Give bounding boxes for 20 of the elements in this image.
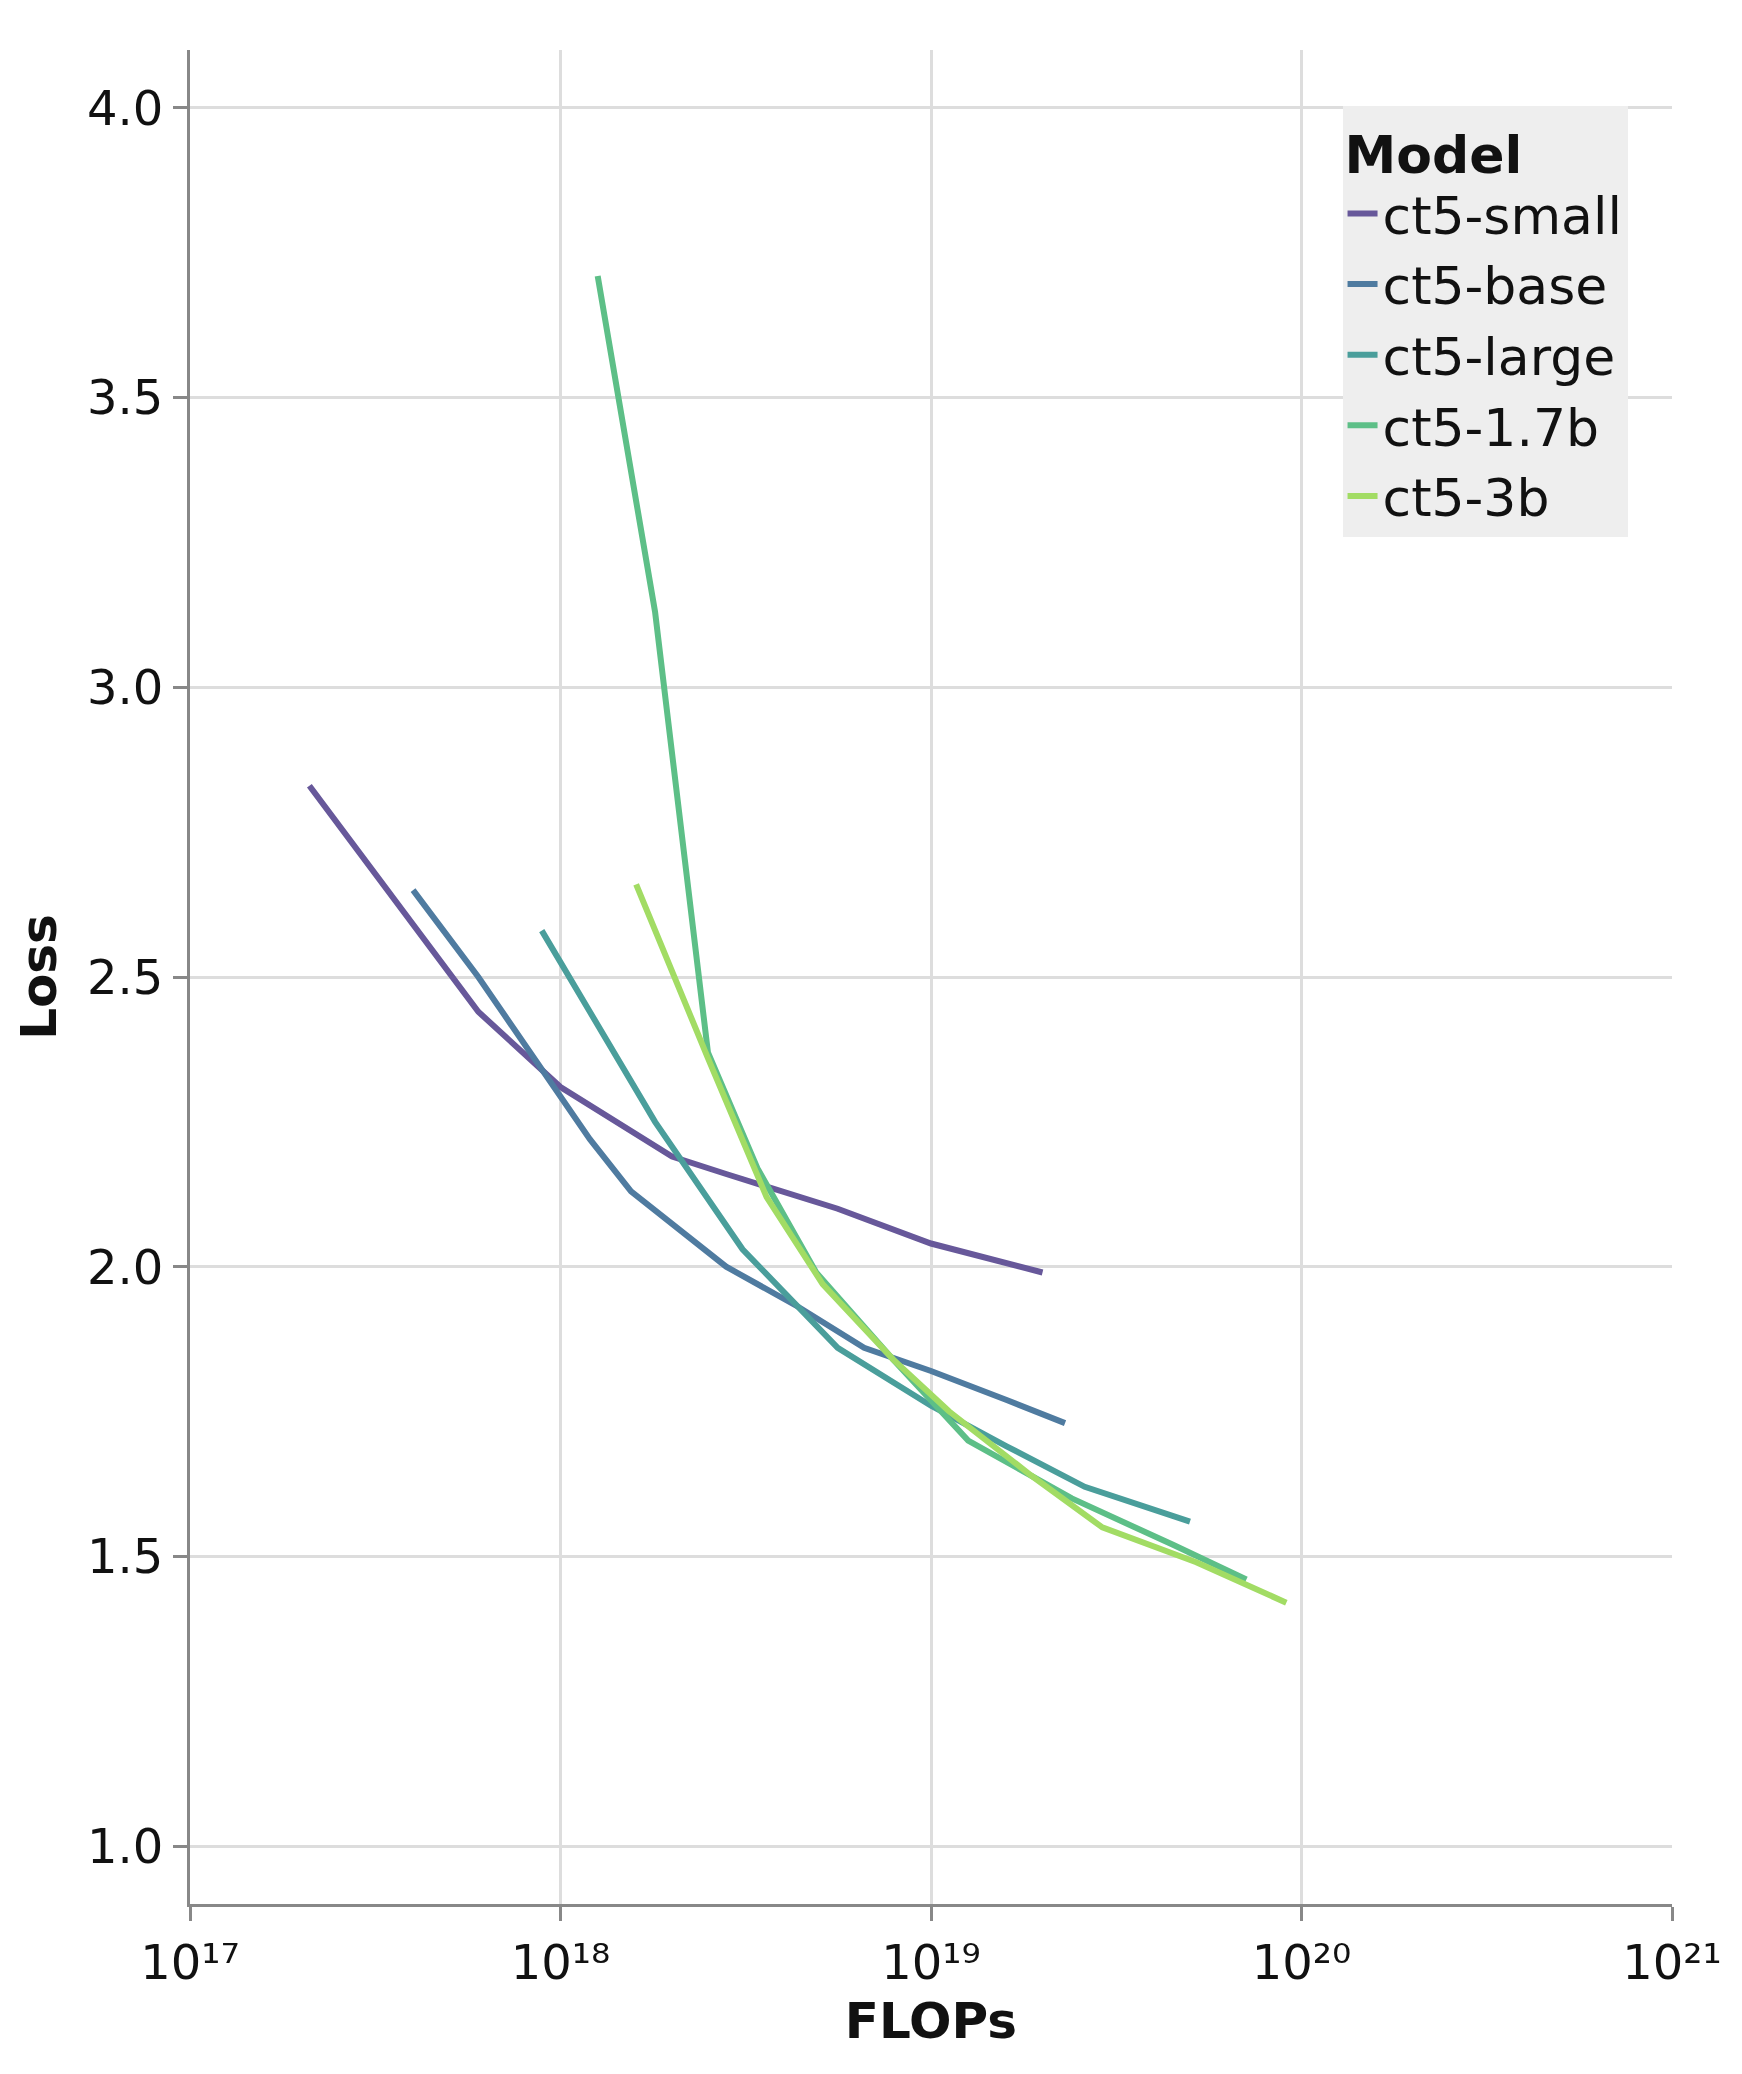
y-tick-label: 1.5 — [87, 1528, 164, 1585]
y-tick-label: 3.0 — [87, 659, 164, 716]
x-tick-label: 10²⁰ — [1251, 1933, 1352, 1990]
legend-label: ct5-large — [1382, 327, 1616, 387]
y-tick-label: 4.0 — [87, 79, 164, 136]
x-tick-label: 10¹⁷ — [140, 1933, 240, 1990]
x-axis-title: FLOPs — [844, 1992, 1018, 2051]
y-axis-title: Loss — [10, 914, 69, 1040]
y-tick-label: 3.5 — [87, 369, 164, 426]
legend-label: ct5-small — [1382, 185, 1622, 246]
x-tick-label: 10¹⁹ — [881, 1933, 981, 1990]
legend-label: ct5-base — [1382, 256, 1608, 317]
y-tick-label: 2.0 — [87, 1238, 164, 1295]
legend-label: ct5-3b — [1382, 468, 1550, 529]
y-tick-label: 1.0 — [87, 1817, 164, 1874]
x-tick-label: 10²¹ — [1622, 1933, 1722, 1990]
legend-title: Model — [1344, 125, 1523, 186]
x-tick-label: 10¹⁸ — [510, 1933, 611, 1990]
legend-label: ct5-1.7b — [1382, 397, 1600, 458]
y-tick-label: 2.5 — [87, 948, 164, 1005]
